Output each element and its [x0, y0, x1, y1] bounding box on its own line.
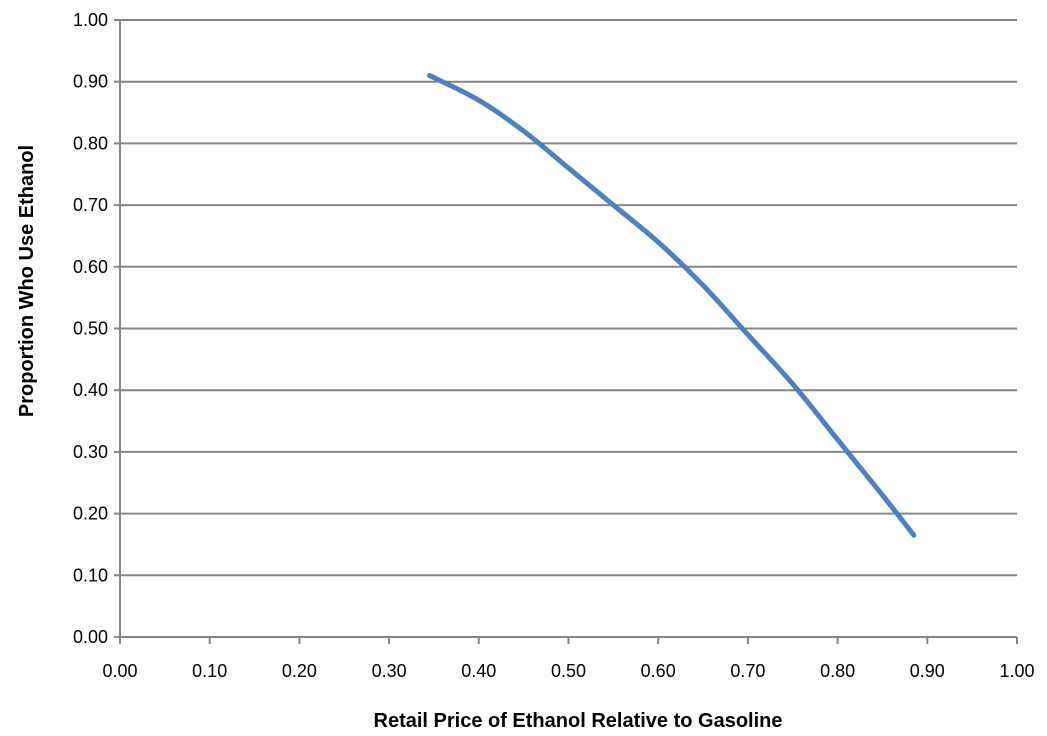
x-tick-label: 0.20 — [282, 661, 317, 681]
x-tick-labels: 0.00 0.10 0.20 0.30 0.40 0.50 0.60 0.70 0.80 0.90… — [102, 661, 1034, 681]
y-tick-label: 1.00 — [73, 10, 108, 30]
y-tick-label: 0.30 — [73, 442, 108, 462]
y-tick-label: 0.80 — [73, 133, 108, 153]
y-tick-label: 0.90 — [73, 72, 108, 92]
x-axis-title: Retail Price of Ethanol Relative to Gaso… — [374, 710, 783, 732]
x-tick-label: 0.30 — [372, 661, 407, 681]
x-tick-label: 1.00 — [999, 661, 1034, 681]
axes — [114, 19, 1018, 644]
y-tick-label: 0.10 — [73, 565, 108, 585]
x-tick-label: 0.40 — [461, 661, 496, 681]
y-tick-label: 0.00 — [73, 627, 108, 647]
x-tick-label: 0.60 — [641, 661, 676, 681]
x-tick-label: 0.90 — [910, 661, 945, 681]
x-tick-label: 0.70 — [730, 661, 765, 681]
gridlines — [120, 19, 1017, 577]
y-tick-label: 0.70 — [73, 195, 108, 215]
y-axis-title: Proportion Who Use Ethanol — [16, 145, 38, 417]
series-layer — [426, 73, 917, 538]
x-tick-label: 0.10 — [192, 661, 227, 681]
y-tick-label: 0.40 — [73, 380, 108, 400]
x-tick-label: 0.00 — [102, 661, 137, 681]
y-tick-labels: 0.00 0.10 0.20 0.30 0.40 0.50 0.60 0.70 0.80 0.90… — [73, 10, 108, 647]
x-tick-label: 0.50 — [551, 661, 586, 681]
y-tick-label: 0.20 — [73, 504, 108, 524]
x-tick-label: 0.80 — [820, 661, 855, 681]
series-line — [426, 73, 917, 538]
y-tick-label: 0.60 — [73, 257, 108, 277]
y-tick-label: 0.50 — [73, 319, 108, 339]
